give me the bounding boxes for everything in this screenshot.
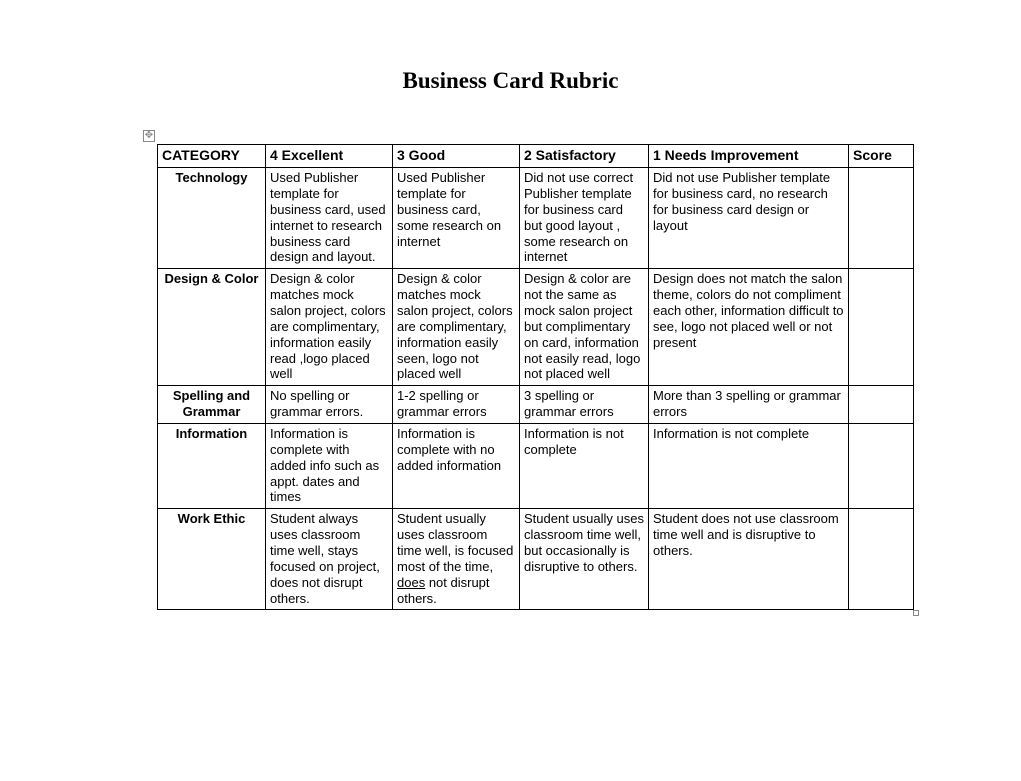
score-cell[interactable] (849, 269, 914, 386)
col-header-excellent: 4 Excellent (266, 145, 393, 168)
underlined-text: does (397, 575, 425, 590)
cell: Student always uses classroom time well,… (266, 509, 393, 610)
category-cell: Spelling and Grammar (158, 386, 266, 424)
cell: Information is not complete (520, 423, 649, 508)
cell: 3 spelling or grammar errors (520, 386, 649, 424)
text: Student usually uses classroom time well… (397, 511, 513, 574)
category-cell: Information (158, 423, 266, 508)
table-body: Technology Used Publisher template for b… (158, 168, 914, 610)
cell: Design & color are not the same as mock … (520, 269, 649, 386)
cell: Student does not use classroom time well… (649, 509, 849, 610)
score-cell[interactable] (849, 386, 914, 424)
col-header-category: CATEGORY (158, 145, 266, 168)
score-cell[interactable] (849, 423, 914, 508)
cell-with-underline: Student usually uses classroom time well… (393, 509, 520, 610)
document-page: Business Card Rubric ✥ CATEGORY 4 Excell… (0, 0, 1021, 781)
col-header-satisfactory: 2 Satisfactory (520, 145, 649, 168)
cell: Information is complete with added info … (266, 423, 393, 508)
cell: Design & color matches mock salon projec… (266, 269, 393, 386)
cell: Used Publisher template for business car… (266, 168, 393, 269)
table-row: Information Information is complete with… (158, 423, 914, 508)
table-row: Design & Color Design & color matches mo… (158, 269, 914, 386)
cell: More than 3 spelling or grammar errors (649, 386, 849, 424)
category-cell: Work Ethic (158, 509, 266, 610)
table-header-row: CATEGORY 4 Excellent 3 Good 2 Satisfacto… (158, 145, 914, 168)
col-header-score: Score (849, 145, 914, 168)
cell: Did not use correct Publisher template f… (520, 168, 649, 269)
table-move-handle-icon[interactable]: ✥ (143, 130, 155, 142)
cell: Design does not match the salon theme, c… (649, 269, 849, 386)
cell: 1-2 spelling or grammar errors (393, 386, 520, 424)
category-cell: Technology (158, 168, 266, 269)
table-row: Technology Used Publisher template for b… (158, 168, 914, 269)
score-cell[interactable] (849, 168, 914, 269)
col-header-good: 3 Good (393, 145, 520, 168)
cell: Design & color matches mock salon projec… (393, 269, 520, 386)
cell: Student usually uses classroom time well… (520, 509, 649, 610)
category-cell: Design & Color (158, 269, 266, 386)
table-row: Work Ethic Student always uses classroom… (158, 509, 914, 610)
cell: Did not use Publisher template for busin… (649, 168, 849, 269)
page-title: Business Card Rubric (0, 68, 1021, 94)
cell: No spelling or grammar errors. (266, 386, 393, 424)
cell: Information is complete with no added in… (393, 423, 520, 508)
table-row: Spelling and Grammar No spelling or gram… (158, 386, 914, 424)
table-resize-handle-icon[interactable] (913, 610, 919, 616)
score-cell[interactable] (849, 509, 914, 610)
table-container: ✥ CATEGORY 4 Excellent 3 Good 2 Satisfac… (157, 144, 913, 610)
rubric-table: CATEGORY 4 Excellent 3 Good 2 Satisfacto… (157, 144, 914, 610)
cell: Information is not complete (649, 423, 849, 508)
col-header-needs-improvement: 1 Needs Improvement (649, 145, 849, 168)
cell: Used Publisher template for business car… (393, 168, 520, 269)
